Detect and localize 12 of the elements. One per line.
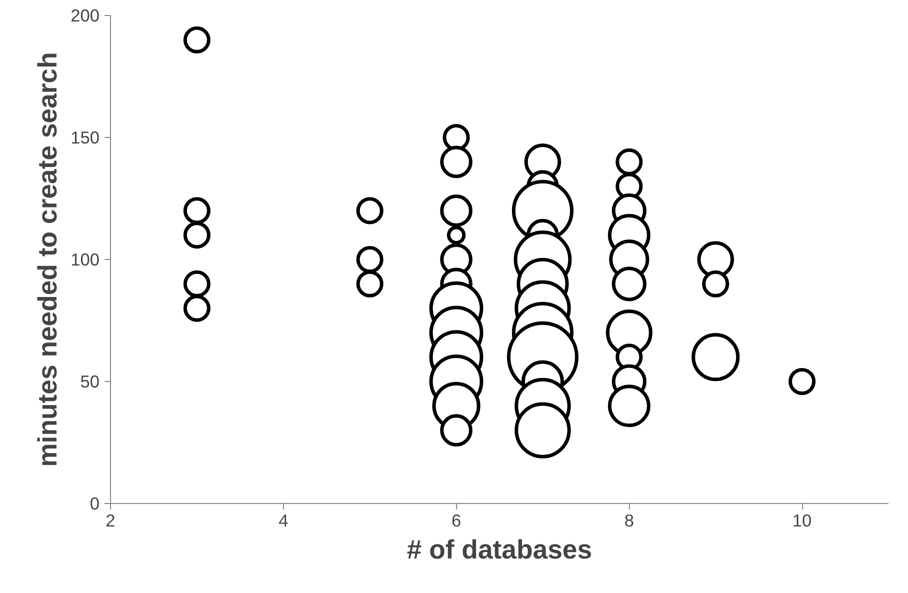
- y-tick-label: 100: [70, 250, 100, 270]
- y-tick-label: 150: [70, 128, 100, 148]
- x-axis-title: # of databases: [406, 534, 592, 564]
- x-tick-label: 6: [451, 510, 462, 530]
- y-tick-label: 50: [80, 372, 100, 392]
- y-tick-label: 200: [70, 6, 100, 26]
- x-tick-label: 8: [624, 510, 634, 530]
- x-tick-label: 4: [278, 510, 289, 530]
- y-axis-title: minutes needed to create search: [32, 52, 63, 467]
- x-tick-label: 2: [106, 510, 116, 530]
- y-tick-label: 0: [90, 494, 100, 514]
- x-tick-label: 10: [792, 510, 812, 530]
